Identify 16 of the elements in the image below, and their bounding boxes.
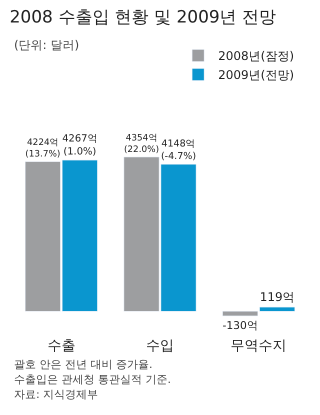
chart-subtitle: (단위: 달러) bbox=[14, 38, 80, 52]
x-tick-label: 수입 bbox=[146, 338, 174, 354]
data-label: 119억 bbox=[260, 290, 295, 304]
data-label: 4267억 (1.0%) bbox=[62, 134, 98, 158]
x-tick-label: 무역수지 bbox=[230, 338, 287, 354]
x-tick-label: 수출 bbox=[47, 338, 76, 354]
text: 수출입은 관세청 통관실적 기준. bbox=[14, 373, 171, 386]
data-label: 4354억 (22.0%) bbox=[124, 133, 160, 155]
data-label: -130억 bbox=[222, 318, 258, 332]
data-label: 4224억 (13.7%) bbox=[25, 138, 60, 160]
legend-label: 2009년(전망) bbox=[218, 68, 294, 82]
data-label: 4148억 (-4.7%) bbox=[160, 138, 196, 162]
chart-title: 2008 수출입 현황 및 2009년 전망 bbox=[10, 7, 276, 28]
text: 괄호 안은 전년 대비 증가율. bbox=[14, 358, 152, 371]
legend-label: 2008년(잠정) bbox=[218, 49, 294, 64]
text: 자료: 지식경제부 bbox=[14, 388, 98, 401]
